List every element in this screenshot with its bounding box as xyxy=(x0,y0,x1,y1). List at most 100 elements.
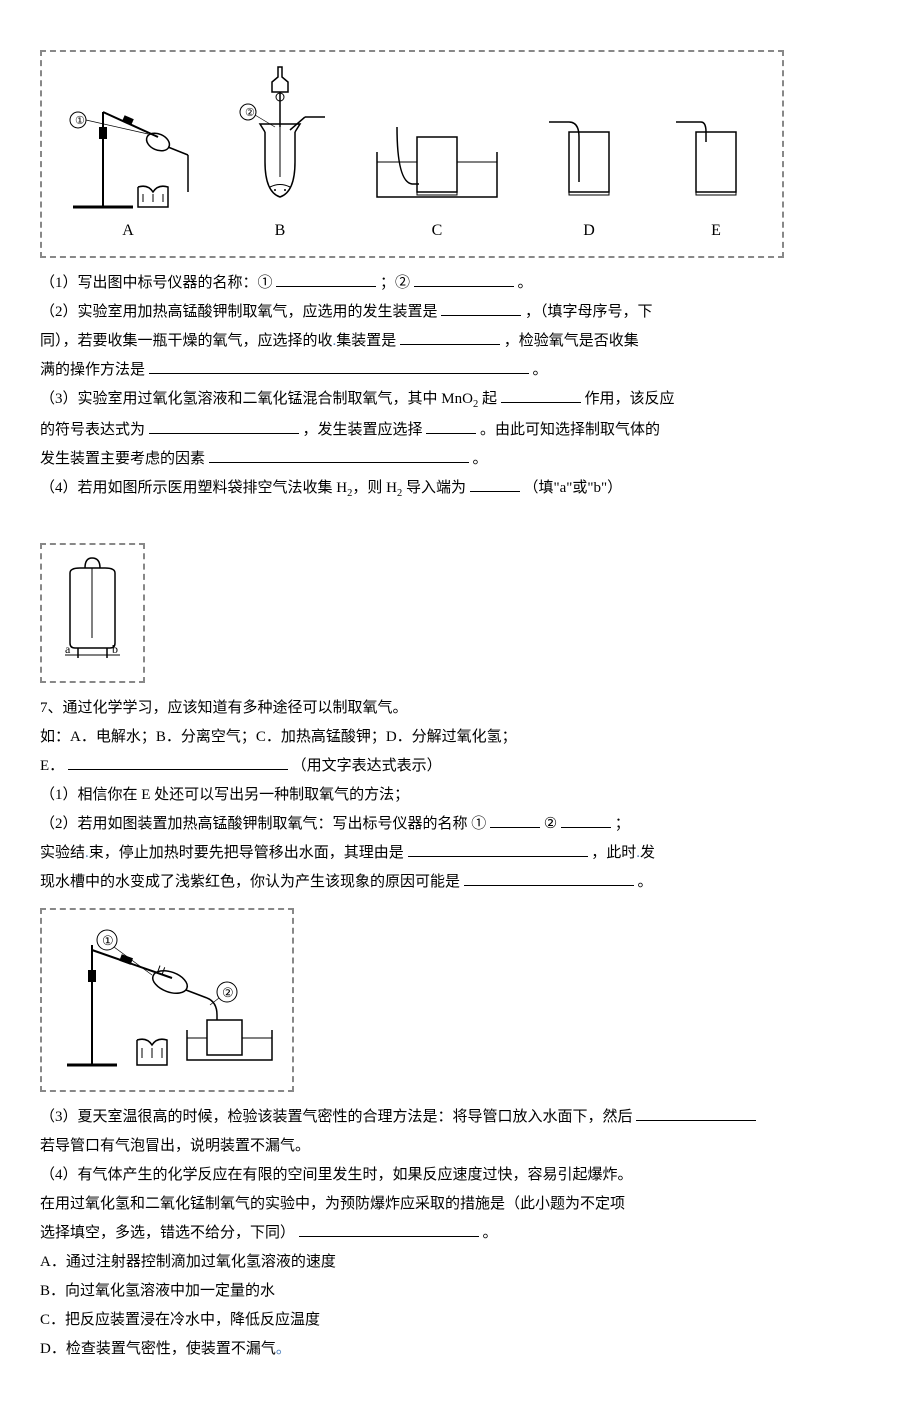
q7-4-optD-b: 。 xyxy=(276,1341,291,1357)
q2-text-6: 。 xyxy=(533,362,548,378)
q2-text-5: 满的操作方法是 xyxy=(40,362,145,378)
q7-intro-2: 如：A．电解水；B．分离空气；C．加热高锰酸钾；D．分解过氧化氢； xyxy=(40,724,880,751)
experiment-svg: ① ② xyxy=(52,920,282,1070)
blank-q72-4 xyxy=(464,870,634,886)
bag-label-a: a xyxy=(65,642,71,656)
apparatus-b-svg: ② xyxy=(230,62,330,212)
q7-4-text-3b: 。 xyxy=(483,1225,498,1241)
q4-line1: （4）若用如图所示医用塑料袋排空气法收集 H2，则 H2 导入端为 （填"a"或… xyxy=(40,475,880,504)
q7-1-line: （1）相信你在 E 处还可以写出另一种制取氧气的方法； xyxy=(40,782,880,809)
label-b: B xyxy=(275,217,286,246)
apparatus-e: E xyxy=(671,112,761,246)
q3-text-1b: 起 xyxy=(478,391,497,407)
q7-2-text-4: 实验结 xyxy=(40,845,85,861)
blank-q2-3 xyxy=(149,358,529,374)
q3-text-4: ，发生装置应选择 xyxy=(303,422,427,438)
svg-text:①: ① xyxy=(75,115,85,127)
q4-text-3: 导入端为 xyxy=(402,480,466,496)
q7-2-text-7: 。 xyxy=(638,874,653,890)
q7-2-line2: 实验结.束，停止加热时要先把导管移出水面，其理由是 ，此时.发 xyxy=(40,840,880,867)
circle-1: ① xyxy=(102,933,114,948)
q4-text-2: ，则 H xyxy=(352,480,397,496)
q7-2-text-4b: 束，停止加热时要先把导管移出水面，其理由是 xyxy=(89,845,404,861)
bag-label-b: b xyxy=(112,642,118,656)
q3-line3: 发生装置主要考虑的因素 。 xyxy=(40,446,880,473)
apparatus-a: ① A xyxy=(63,92,193,246)
apparatus-a-svg: ① xyxy=(63,92,193,212)
q7-3-line2: 若导管口有气泡冒出，说明装置不漏气。 xyxy=(40,1133,880,1160)
blank-q1-2 xyxy=(414,271,514,287)
q1-text-1: （1）写出图中标号仪器的名称：① xyxy=(40,275,276,291)
apparatus-e-svg xyxy=(671,112,761,212)
q7-4-optD: D．检查装置气密性，使装置不漏气。 xyxy=(40,1336,880,1363)
q7-2-line3: 现水槽中的水变成了浅紫红色，你认为产生该现象的原因可能是 。 xyxy=(40,869,880,896)
q7-4-optC: C．把反应装置浸在冷水中，降低反应温度 xyxy=(40,1307,880,1334)
q7-2-line1: （2）若用如图装置加热高锰酸钾制取氧气：写出标号仪器的名称 ① ② ； xyxy=(40,811,880,838)
q7-intro-3a: E． xyxy=(40,758,64,774)
q1-line1: （1）写出图中标号仪器的名称：① ；② 。 xyxy=(40,270,880,297)
q3-text-2: 作用，该反应 xyxy=(584,391,674,407)
apparatus-b: ② B xyxy=(230,62,330,246)
q3-text-5: 。由此可知选择制取气体的 xyxy=(480,422,660,438)
q3-line2: 的符号表达式为 ，发生装置应选择 。由此可知选择制取气体的 xyxy=(40,417,880,444)
q7-4-line3: 选择填空，多选，错选不给分，下同） 。 xyxy=(40,1220,880,1247)
apparatus-c-svg xyxy=(367,112,507,212)
q7-4-optD-a: D．检查装置气密性，使装置不漏气 xyxy=(40,1341,276,1357)
apparatus-c: C xyxy=(367,112,507,246)
svg-text:②: ② xyxy=(245,107,255,119)
q3-text-3: 的符号表达式为 xyxy=(40,422,145,438)
q2-line2: 同），若要收集一瓶干燥的氧气，应选择的收.集装置是 ，检验氧气是否收集 xyxy=(40,328,880,355)
q3-text-7: 。 xyxy=(473,451,488,467)
q7-4-optA: A．通过注射器控制滴加过氧化氢溶液的速度 xyxy=(40,1249,880,1276)
apparatus-row: ① A ② xyxy=(52,62,772,246)
q7-2-text-5b: 发 xyxy=(640,845,655,861)
q3-text-6: 发生装置主要考虑的因素 xyxy=(40,451,205,467)
blank-q2-1 xyxy=(441,300,521,316)
blank-q1-1 xyxy=(276,271,376,287)
blank-q74-1 xyxy=(299,1221,479,1237)
q7-intro-3: E． （用文字表达式表示） xyxy=(40,753,880,780)
q7-2-text-2: ② xyxy=(544,816,557,832)
blank-q3-4 xyxy=(209,447,469,463)
q1-text-2: ；② xyxy=(380,275,410,291)
q7-3-text-1: （3）夏天室温很高的时候，检验该装置气密性的合理方法是：将导管口放入水面下，然后 xyxy=(40,1109,633,1125)
apparatus-d-svg xyxy=(544,112,634,212)
q2-text-3: 同），若要收集一瓶干燥的氧气，应选择的收 xyxy=(40,333,333,349)
q2-text-1: （2）实验室用加热高锰酸钾制取氧气，应选用的发生装置是 xyxy=(40,304,438,320)
q7-4-optB: B．向过氧化氢溶液中加一定量的水 xyxy=(40,1278,880,1305)
plastic-bag-diagram: a b xyxy=(40,543,145,683)
q2-text-4: ，检验氧气是否收集 xyxy=(504,333,639,349)
blank-q3-2 xyxy=(149,418,299,434)
blank-q73-1 xyxy=(636,1105,756,1121)
experiment-diagram: ① ② xyxy=(40,908,294,1092)
q7-2-text-5: ，此时 xyxy=(591,845,636,861)
label-c: C xyxy=(432,217,443,246)
blank-q72-1 xyxy=(490,812,540,828)
q7-2-text-6: 现水槽中的水变成了浅紫红色，你认为产生该现象的原因可能是 xyxy=(40,874,460,890)
label-d: D xyxy=(583,217,595,246)
q2-text-3b: 集装置是 xyxy=(336,333,396,349)
q4-text-4: （填"a"或"b"） xyxy=(523,480,622,496)
q1-text-3: 。 xyxy=(518,275,533,291)
q7-4-line2: 在用过氧化氢和二氧化锰制氧气的实验中，为预防爆炸应采取的措施是（此小题为不定项 xyxy=(40,1191,880,1218)
q7-3-line1: （3）夏天室温很高的时候，检验该装置气密性的合理方法是：将导管口放入水面下，然后 xyxy=(40,1104,880,1131)
q7-intro-3b: （用文字表达式表示） xyxy=(292,758,442,774)
q3-text-1: （3）实验室用过氧化氢溶液和二氧化锰混合制取氧气，其中 MnO xyxy=(40,391,473,407)
circle-2: ② xyxy=(222,985,234,1000)
q2-text-2: ，（填字母序号，下 xyxy=(525,304,653,320)
blank-q72-3 xyxy=(408,841,588,857)
apparatus-d: D xyxy=(544,112,634,246)
blank-q72-2 xyxy=(561,812,611,828)
blank-q4-1 xyxy=(470,476,520,492)
apparatus-diagram-1: ① A ② xyxy=(40,50,784,258)
q7-4-line1: （4）有气体产生的化学反应在有限的空间里发生时，如果反应速度过快，容易引起爆炸。 xyxy=(40,1162,880,1189)
blank-q2-2 xyxy=(400,329,500,345)
q3-line1: （3）实验室用过氧化氢溶液和二氧化锰混合制取氧气，其中 MnO2 起 作用，该反… xyxy=(40,386,880,415)
q7-2-text-1: （2）若用如图装置加热高锰酸钾制取氧气：写出标号仪器的名称 ① xyxy=(40,816,486,832)
blank-q3-3 xyxy=(426,418,476,434)
blank-q3-1 xyxy=(501,387,581,403)
q7-intro-1: 7、通过化学学习，应该知道有多种途径可以制取氧气。 xyxy=(40,695,880,722)
label-a: A xyxy=(122,217,134,246)
q2-line3: 满的操作方法是 。 xyxy=(40,357,880,384)
label-e: E xyxy=(711,217,721,246)
